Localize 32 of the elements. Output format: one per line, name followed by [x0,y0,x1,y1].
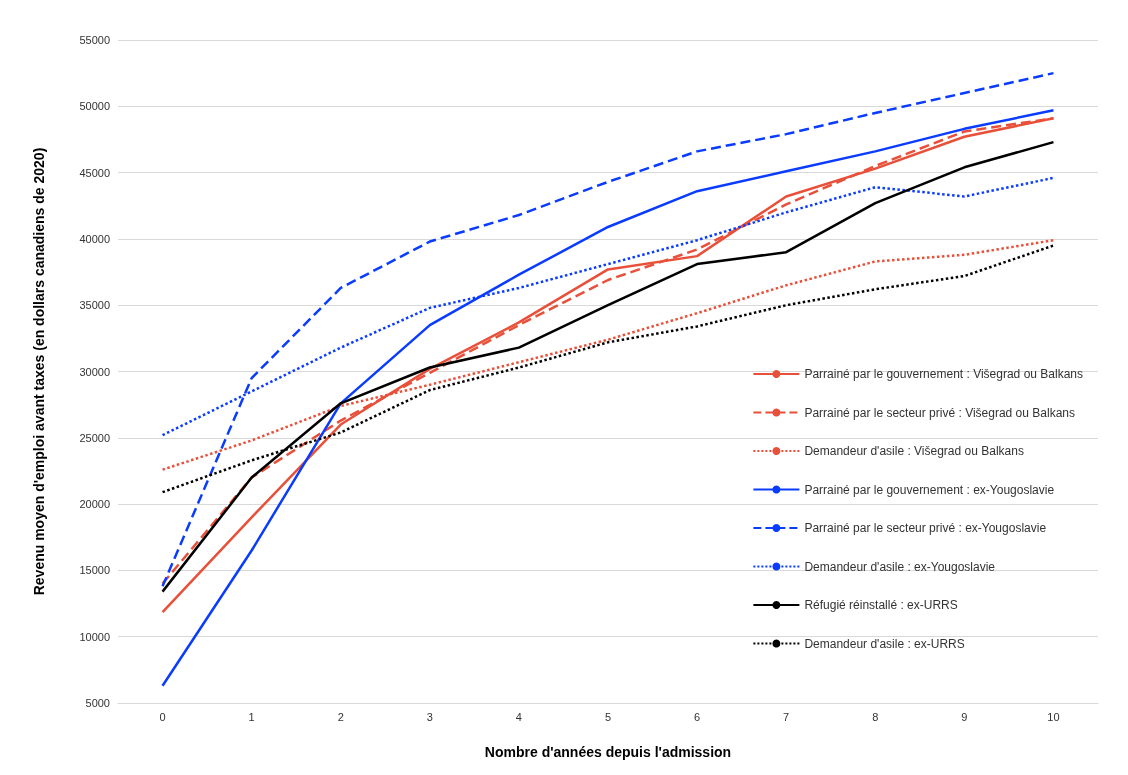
x-tick-label: 3 [426,710,433,723]
legend-label: Réfugié réinstallé : ex-URRS [804,598,958,612]
y-tick-label: 20000 [79,498,110,511]
x-tick-label: 2 [337,710,344,723]
x-tick-label: 1 [248,710,255,723]
x-axis-title: Nombre d'années depuis l'admission [484,744,732,760]
legend-label: Demandeur d'asile : ex-Yougoslavie [804,559,996,574]
legend-label: Parrainé par le secteur privé : ex-Yougoslavie [804,521,1047,535]
y-tick-label: 40000 [79,232,110,245]
legend-label: Parrainé par le secteur privé : Višegrad ou Balkans [804,405,1075,420]
y-tick-label: 30000 [79,365,110,378]
x-tick-label: 10 [1047,710,1060,723]
legend-label: Parrainé par le gouvernement : Višegrad ou Balkans [804,367,1084,381]
x-tick-label: 9 [961,710,968,723]
y-tick-label: 25000 [79,431,110,444]
y-tick-label: 45000 [79,166,110,179]
y-tick-label: 35000 [79,299,110,312]
x-tick-label: 5 [604,710,612,723]
x-tick-label: 4 [515,710,522,723]
y-tick-label: 5000 [85,697,110,709]
y-tick-label: 50000 [79,100,110,113]
x-tick-label: 0 [159,710,166,723]
y-tick-label: 15000 [79,564,110,577]
y-tick-label: 10000 [79,630,110,643]
y-tick-label: 55000 [79,34,110,46]
legend-label: Demandeur d'asile : ex-URRS [804,636,965,651]
x-tick-label: 7 [783,710,790,723]
legend-label: Parrainé par le gouvernement : ex-Yougoslavie [804,482,1055,497]
y-axis-title: Revenu moyen d'emploi avant taxes (en dollars canadiens de 2020) [31,147,47,596]
x-tick-label: 8 [872,710,879,723]
x-tick-label: 6 [694,710,701,723]
legend-label: Demandeur d'asile : Višegrad ou Balkans [804,444,1024,458]
